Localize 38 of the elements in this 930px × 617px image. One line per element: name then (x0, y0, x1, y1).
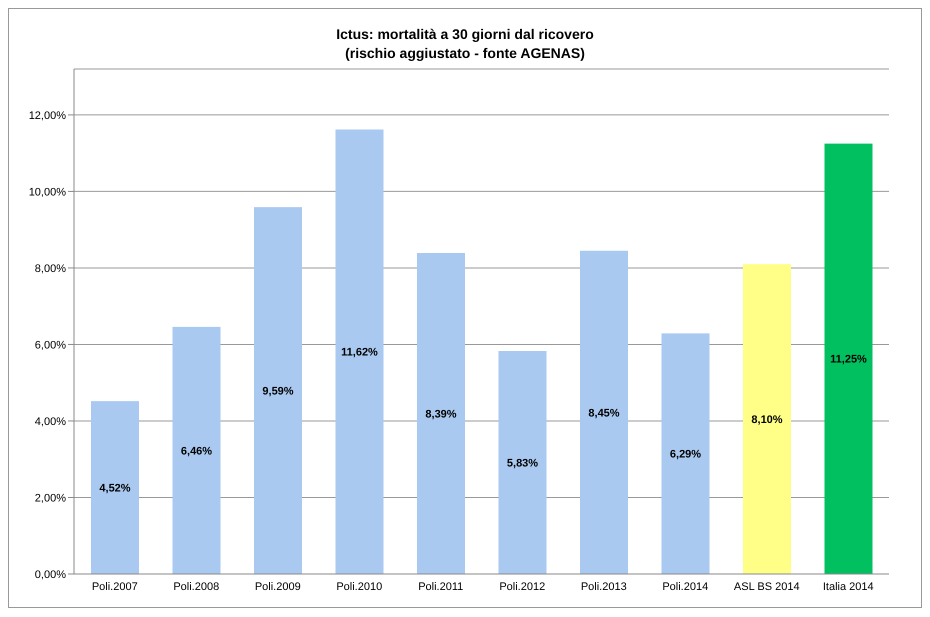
x-tick-label: Poli.2010 (336, 580, 382, 593)
bar (172, 326, 220, 574)
bar (580, 250, 628, 574)
bar (824, 144, 872, 574)
x-tick-label: Italia 2014 (822, 580, 874, 593)
x-tick-label: Poli.2014 (662, 580, 708, 593)
y-tick-label: 0,00% (34, 568, 66, 581)
data-label: 8,39% (425, 408, 457, 420)
y-tick-label: 4,00% (34, 416, 66, 428)
bar (662, 333, 710, 574)
bar (336, 129, 384, 574)
bar (417, 253, 465, 574)
bar (91, 401, 139, 574)
x-tick-label: Poli.2011 (418, 580, 464, 593)
data-label: 5,83% (506, 457, 538, 470)
y-tick-label: 2,00% (34, 492, 66, 504)
data-label: 8,10% (751, 414, 783, 426)
x-tick-label: Poli.2009 (254, 580, 301, 593)
data-label: 6,46% (180, 445, 212, 458)
y-tick-label: 8,00% (34, 262, 66, 275)
data-label: 11,25% (830, 354, 868, 366)
x-tick-label: ASL BS 2014 (734, 580, 800, 593)
y-tick-label: 12,00% (28, 110, 66, 122)
y-tick-label: 6,00% (34, 339, 66, 352)
x-tick-label: Poli.2013 (580, 580, 627, 593)
x-tick-label: Poli.2008 (173, 580, 220, 593)
y-tick-label: 10,00% (28, 186, 66, 198)
data-label: 9,59% (262, 385, 294, 398)
x-tick-label: Poli.2007 (92, 580, 138, 593)
data-label: 11,62% (341, 346, 378, 359)
data-label: 4,52% (99, 482, 131, 494)
bar (254, 207, 302, 574)
bar (498, 350, 546, 574)
chart-title: Ictus: mortalità a 30 giorni dal ricovero (rischio aggiustato - fonte AGENAS) (335, 25, 595, 63)
data-label: 8,45% (588, 407, 620, 420)
x-tick-label: Poli.2012 (499, 580, 546, 593)
data-label: 6,29% (670, 448, 702, 461)
bar (743, 264, 791, 574)
